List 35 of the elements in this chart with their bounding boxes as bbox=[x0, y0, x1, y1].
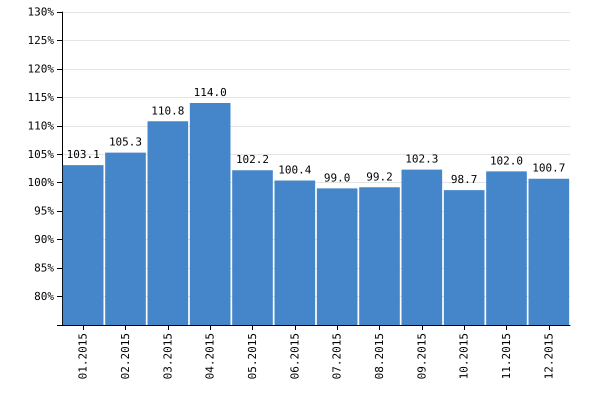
data-label: 100.4 bbox=[278, 163, 312, 176]
x-tick-label: 08.2015 bbox=[373, 333, 386, 380]
x-tick-label: 02.2015 bbox=[119, 333, 132, 380]
x-tick-label: 01.2015 bbox=[76, 333, 90, 380]
x-tick-label: 12.2015 bbox=[542, 333, 556, 380]
data-label: 100.7 bbox=[532, 162, 566, 175]
data-label: 103.1 bbox=[66, 148, 100, 162]
x-tick-label: 10.2015 bbox=[458, 333, 471, 380]
data-label: 102.0 bbox=[490, 154, 524, 168]
data-label: 99.0 bbox=[324, 171, 350, 184]
x-tick-label: 07.2015 bbox=[330, 333, 344, 380]
x-tick-label: 11.2015 bbox=[500, 333, 513, 380]
x-tick-label: 06.2015 bbox=[288, 333, 302, 380]
y-tick-label: 115% bbox=[28, 90, 54, 104]
data-label: 105.3 bbox=[108, 136, 142, 149]
data-label: 99.2 bbox=[366, 170, 393, 184]
y-tick-label: 80% bbox=[34, 290, 54, 304]
y-tick-label: 90% bbox=[34, 233, 54, 246]
x-tick-label: 04.2015 bbox=[204, 333, 217, 380]
data-label: 102.2 bbox=[236, 153, 270, 166]
data-label: 102.3 bbox=[405, 152, 438, 166]
x-tick-label: 03.2015 bbox=[161, 333, 174, 380]
data-label: 114.0 bbox=[194, 86, 227, 100]
y-tick-label: 100% bbox=[28, 176, 54, 190]
y-tick-label: 120% bbox=[28, 62, 54, 76]
y-tick-label: 130% bbox=[28, 6, 54, 18]
y-tick-label: 85% bbox=[34, 262, 54, 275]
data-label: 110.8 bbox=[151, 104, 184, 118]
y-tick-label: 110% bbox=[28, 119, 54, 132]
y-tick-label: 105% bbox=[28, 148, 54, 161]
y-tick-label: 125% bbox=[28, 34, 54, 47]
x-tick-label: 09.2015 bbox=[415, 333, 428, 380]
y-tick-label: 95% bbox=[34, 204, 54, 218]
data-label: 98.7 bbox=[450, 173, 478, 186]
x-tick-label: 05.2015 bbox=[246, 333, 259, 380]
